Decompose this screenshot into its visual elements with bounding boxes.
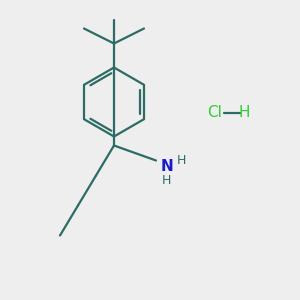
Text: H: H (239, 105, 250, 120)
Text: H: H (177, 154, 186, 167)
Text: Cl: Cl (207, 105, 222, 120)
Text: N: N (160, 159, 173, 174)
Text: H: H (162, 173, 171, 187)
